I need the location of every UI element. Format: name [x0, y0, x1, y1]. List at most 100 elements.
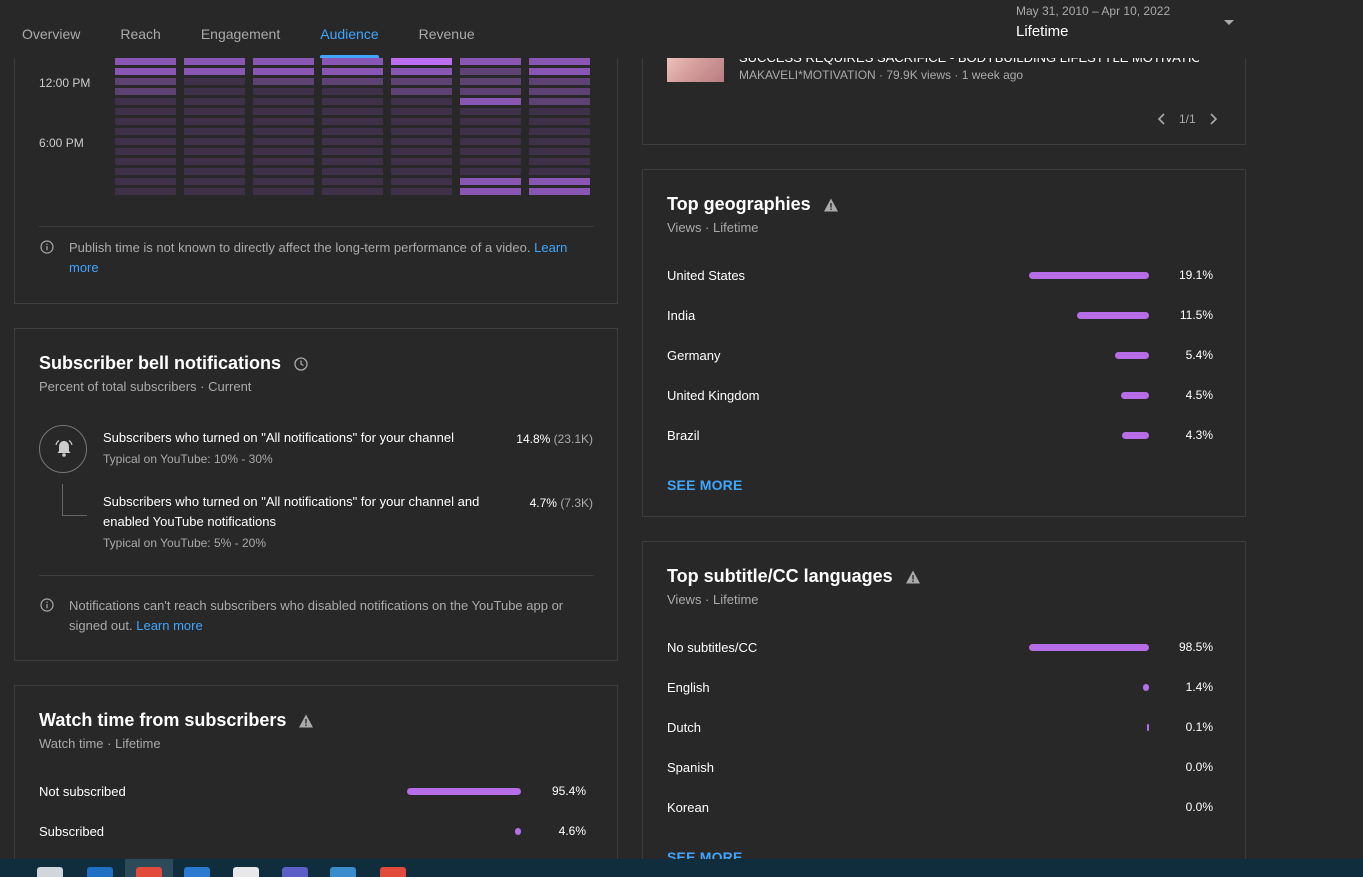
- heatmap-cell[interactable]: [460, 108, 521, 115]
- heatmap-cell[interactable]: [322, 188, 383, 195]
- heatmap-cell[interactable]: [184, 158, 245, 165]
- heatmap-cell[interactable]: [391, 168, 452, 175]
- heatmap-cell[interactable]: [460, 58, 521, 65]
- heatmap-cell[interactable]: [460, 128, 521, 135]
- heatmap-cell[interactable]: [529, 138, 590, 145]
- tab-revenue[interactable]: Revenue: [418, 26, 475, 42]
- notepad-icon[interactable]: [330, 867, 356, 877]
- heatmap-cell[interactable]: [391, 158, 452, 165]
- heatmap-cell[interactable]: [529, 78, 590, 85]
- heatmap-cell[interactable]: [253, 138, 314, 145]
- heatmap-cell[interactable]: [460, 98, 521, 105]
- heatmap-cell[interactable]: [184, 128, 245, 135]
- heatmap-cell[interactable]: [253, 88, 314, 95]
- heatmap-cell[interactable]: [253, 78, 314, 85]
- heatmap-cell[interactable]: [253, 108, 314, 115]
- heatmap-cell[interactable]: [322, 98, 383, 105]
- see-more-button[interactable]: SEE MORE: [667, 477, 743, 493]
- chevron-right-icon[interactable]: [1204, 110, 1222, 128]
- heatmap-cell[interactable]: [322, 88, 383, 95]
- heatmap-cell[interactable]: [322, 168, 383, 175]
- heatmap-cell[interactable]: [184, 138, 245, 145]
- heatmap-cell[interactable]: [460, 148, 521, 155]
- heatmap-cell[interactable]: [391, 88, 452, 95]
- outlook-icon[interactable]: [184, 867, 210, 877]
- heatmap-cell[interactable]: [460, 138, 521, 145]
- heatmap-cell[interactable]: [184, 98, 245, 105]
- heatmap-cell[interactable]: [253, 98, 314, 105]
- heatmap-cell[interactable]: [529, 178, 590, 185]
- mail-icon[interactable]: [87, 867, 113, 877]
- chrome-icon[interactable]: [136, 867, 162, 877]
- heatmap-cell[interactable]: [115, 188, 176, 195]
- heatmap-cell[interactable]: [529, 148, 590, 155]
- heatmap-cell[interactable]: [460, 78, 521, 85]
- heatmap-cell[interactable]: [391, 128, 452, 135]
- heatmap-cell[interactable]: [460, 118, 521, 125]
- heatmap-cell[interactable]: [322, 128, 383, 135]
- heatmap-cell[interactable]: [529, 128, 590, 135]
- heatmap-cell[interactable]: [115, 88, 176, 95]
- heatmap-cell[interactable]: [391, 108, 452, 115]
- tab-engagement[interactable]: Engagement: [200, 26, 281, 42]
- heatmap-cell[interactable]: [460, 158, 521, 165]
- teams-icon[interactable]: [282, 867, 308, 877]
- heatmap-cell[interactable]: [391, 68, 452, 75]
- tab-audience[interactable]: Audience: [300, 0, 398, 58]
- heatmap-cell[interactable]: [322, 118, 383, 125]
- heatmap-cell[interactable]: [391, 98, 452, 105]
- heatmap-cell[interactable]: [184, 108, 245, 115]
- heatmap-cell[interactable]: [115, 178, 176, 185]
- warning-icon[interactable]: [298, 713, 314, 729]
- heatmap-cell[interactable]: [184, 118, 245, 125]
- heatmap-cell[interactable]: [391, 58, 452, 65]
- heatmap-cell[interactable]: [529, 158, 590, 165]
- heatmap-cell[interactable]: [322, 148, 383, 155]
- heatmap-cell[interactable]: [322, 138, 383, 145]
- tab-overview[interactable]: Overview: [22, 26, 81, 42]
- heatmap-cell[interactable]: [253, 118, 314, 125]
- heatmap-cell[interactable]: [460, 188, 521, 195]
- heatmap-cell[interactable]: [115, 168, 176, 175]
- heatmap-cell[interactable]: [115, 128, 176, 135]
- heatmap-cell[interactable]: [460, 168, 521, 175]
- heatmap-cell[interactable]: [391, 138, 452, 145]
- warning-icon[interactable]: [905, 569, 921, 585]
- heatmap-cell[interactable]: [529, 108, 590, 115]
- heatmap-cell[interactable]: [391, 118, 452, 125]
- heatmap-cell[interactable]: [115, 158, 176, 165]
- heatmap-cell[interactable]: [529, 68, 590, 75]
- heatmap-cell[interactable]: [391, 148, 452, 155]
- heatmap-cell[interactable]: [322, 158, 383, 165]
- heatmap-cell[interactable]: [253, 178, 314, 185]
- heatmap-cell[interactable]: [322, 178, 383, 185]
- heatmap-cell[interactable]: [115, 108, 176, 115]
- heatmap-cell[interactable]: [391, 188, 452, 195]
- heatmap-cell[interactable]: [115, 148, 176, 155]
- heatmap-cell[interactable]: [322, 58, 383, 65]
- file-explorer-icon[interactable]: [37, 867, 63, 877]
- heatmap-cell[interactable]: [184, 148, 245, 155]
- heatmap-cell[interactable]: [253, 188, 314, 195]
- heatmap-cell[interactable]: [253, 128, 314, 135]
- heatmap-cell[interactable]: [529, 98, 590, 105]
- heatmap-cell[interactable]: [115, 118, 176, 125]
- chevron-left-icon[interactable]: [1153, 110, 1171, 128]
- heatmap-cell[interactable]: [529, 118, 590, 125]
- heatmap-cell[interactable]: [253, 68, 314, 75]
- heatmap-cell[interactable]: [460, 68, 521, 75]
- heatmap-cell[interactable]: [391, 178, 452, 185]
- heatmap-cell[interactable]: [460, 178, 521, 185]
- learn-more-link[interactable]: Learn more: [69, 240, 568, 275]
- clock-icon[interactable]: [293, 356, 309, 372]
- chrome-icon[interactable]: [380, 867, 406, 877]
- heatmap-cell[interactable]: [460, 88, 521, 95]
- heatmap-cell[interactable]: [253, 168, 314, 175]
- date-range-picker[interactable]: May 31, 2010 – Apr 10, 2022 Lifetime: [1016, 4, 1236, 40]
- heatmap-cell[interactable]: [529, 88, 590, 95]
- heatmap-cell[interactable]: [115, 78, 176, 85]
- tab-reach[interactable]: Reach: [120, 26, 161, 42]
- heatmap-cell[interactable]: [322, 68, 383, 75]
- heatmap-cell[interactable]: [115, 98, 176, 105]
- heatmap-cell[interactable]: [184, 178, 245, 185]
